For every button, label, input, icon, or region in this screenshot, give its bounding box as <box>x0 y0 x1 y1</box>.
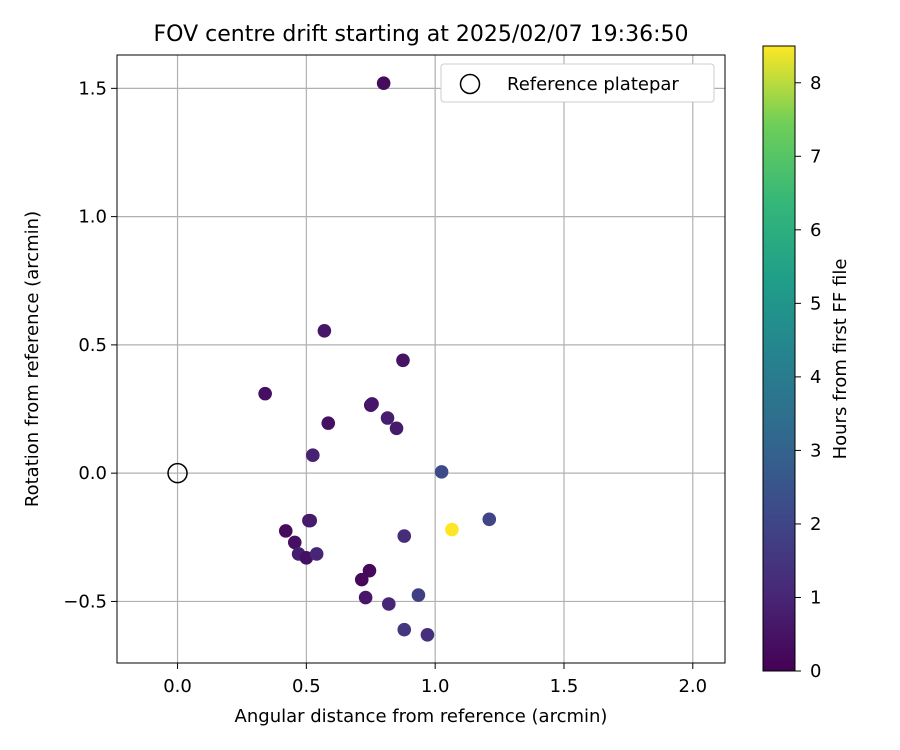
colorbar-label: Hours from first FF file <box>830 259 851 460</box>
x-axis-ticks: 0.0 0.5 1.0 1.5 2.0 <box>163 663 707 697</box>
data-point <box>317 323 332 338</box>
data-point <box>380 411 395 425</box>
data-point <box>321 416 336 430</box>
data-point <box>381 597 396 611</box>
x-axis-label: Angular distance from reference (arcmin) <box>235 706 608 727</box>
data-point <box>362 563 377 578</box>
grid <box>117 55 725 663</box>
y-tick-label: −0.5 <box>63 591 107 612</box>
y-tick-label: 0.0 <box>78 463 107 484</box>
data-point <box>434 465 449 479</box>
x-tick-label: 2.0 <box>678 676 707 697</box>
x-tick-label: 0.0 <box>163 676 192 697</box>
data-points <box>167 76 497 642</box>
plot-frame <box>116 54 726 664</box>
data-point <box>303 513 318 528</box>
y-tick-label: 0.5 <box>78 335 107 356</box>
colorbar-tick-label: 8 <box>810 73 821 94</box>
data-point <box>411 588 426 602</box>
data-point <box>445 522 459 537</box>
colorbar <box>762 45 796 672</box>
colorbar-tick-label: 1 <box>810 587 821 608</box>
reference-point-marker <box>167 462 188 484</box>
x-tick-label: 0.5 <box>292 676 321 697</box>
data-point <box>354 572 369 587</box>
x-tick-label: 1.0 <box>421 676 450 697</box>
chart-title: FOV centre drift starting at 2025/02/07 … <box>154 22 689 47</box>
legend-box <box>440 63 715 103</box>
y-axis-label: Rotation from reference (arcmin) <box>22 211 43 507</box>
data-point <box>376 76 391 91</box>
colorbar-tick-label: 7 <box>810 146 821 167</box>
data-point <box>397 529 412 543</box>
data-point <box>305 448 320 463</box>
data-point <box>358 590 373 605</box>
colorbar-tick-label: 5 <box>810 293 821 314</box>
colorbar-tick-label: 0 <box>810 661 821 682</box>
data-point <box>309 547 324 561</box>
legend-label-reference: Reference platepar <box>507 74 679 95</box>
data-point <box>389 421 404 436</box>
y-axis-ticks: −0.5 0.0 0.5 1.0 1.5 <box>63 78 117 612</box>
legend: Reference platepar <box>440 63 715 103</box>
data-point <box>287 535 302 550</box>
colorbar-tick-label: 3 <box>810 440 821 461</box>
data-point <box>420 627 435 642</box>
y-tick-label: 1.5 <box>78 78 107 99</box>
data-point <box>482 512 497 527</box>
colorbar-tick-label: 4 <box>810 367 821 388</box>
data-point <box>397 622 412 637</box>
x-tick-label: 1.5 <box>550 676 579 697</box>
y-tick-label: 1.0 <box>78 207 107 228</box>
data-point <box>396 353 410 368</box>
colorbar-tick-label: 6 <box>810 220 821 241</box>
legend-marker-reference <box>459 73 481 95</box>
data-point <box>278 524 293 538</box>
data-point <box>258 386 272 401</box>
data-point <box>299 551 314 565</box>
data-point <box>365 397 379 411</box>
colorbar-ticks: 0 1 2 3 4 5 6 7 8 <box>795 73 821 682</box>
colorbar-tick-label: 2 <box>810 514 821 535</box>
